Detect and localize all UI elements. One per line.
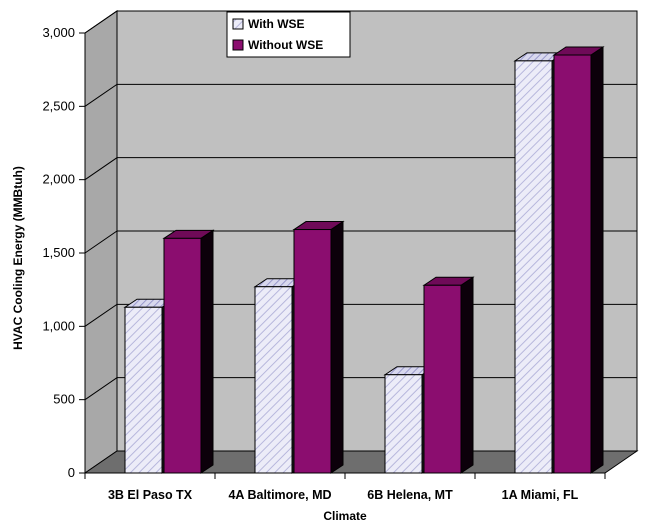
legend-label-with-wse: With WSE [248, 17, 305, 31]
x-tick-label: 3B El Paso TX [108, 488, 193, 502]
legend-box [226, 11, 351, 58]
bars [123, 46, 605, 474]
x-tick-label: 6B Helena, MT [367, 488, 453, 502]
bar-without-wse-front [553, 54, 592, 474]
bar-with-wse-front [384, 374, 423, 474]
y-tick-label: 500 [53, 392, 75, 407]
legend-label-without-wse: Without WSE [248, 38, 323, 52]
bar-without-wse-side [590, 46, 604, 474]
x-tick-labels: 3B El Paso TX 4A Baltimore, MD 6B Helena, … [108, 488, 579, 502]
legend: With WSE Without WSE [226, 11, 351, 58]
bar-with-wse-front [254, 286, 293, 474]
bar-without-wse-side [200, 229, 214, 474]
y-tick-label: 2,000 [42, 172, 75, 187]
gridline [84, 83, 637, 107]
bar-without-wse-front [293, 229, 332, 474]
bar-with-wse-front [514, 60, 553, 474]
bar-without-wse [422, 276, 475, 474]
y-axis-title: HVAC Cooling Energy (MMBtuh) [11, 166, 25, 350]
bar-without-wse-side [330, 220, 344, 474]
y-tick-label: 2,500 [42, 98, 75, 113]
bar-without-wse [162, 229, 215, 474]
bar-without-wse [552, 46, 605, 474]
y-tick-labels: 0 500 1,000 1,500 2,000 2,500 3,000 [42, 25, 75, 480]
y-tick-label: 3,000 [42, 25, 75, 40]
gridline [84, 230, 637, 254]
bar-without-wse-front [423, 284, 462, 474]
bar-without-wse-front [163, 237, 202, 474]
bar-without-wse-side [460, 276, 474, 474]
legend-swatch-with-wse [232, 18, 244, 30]
y-tick-label: 1,000 [42, 318, 75, 333]
legend-swatch-without-wse [232, 39, 244, 51]
gridline [84, 157, 637, 181]
x-tick-label: 1A Miami, FL [502, 488, 579, 502]
x-axis-title: Climate [323, 509, 367, 523]
x-tick-label: 4A Baltimore, MD [228, 488, 331, 502]
bar-without-wse [292, 220, 345, 474]
gridline [84, 10, 637, 34]
y-tick-label: 0 [68, 465, 75, 480]
bar-with-wse-front [124, 306, 163, 474]
y-tick-label: 1,500 [42, 245, 75, 260]
